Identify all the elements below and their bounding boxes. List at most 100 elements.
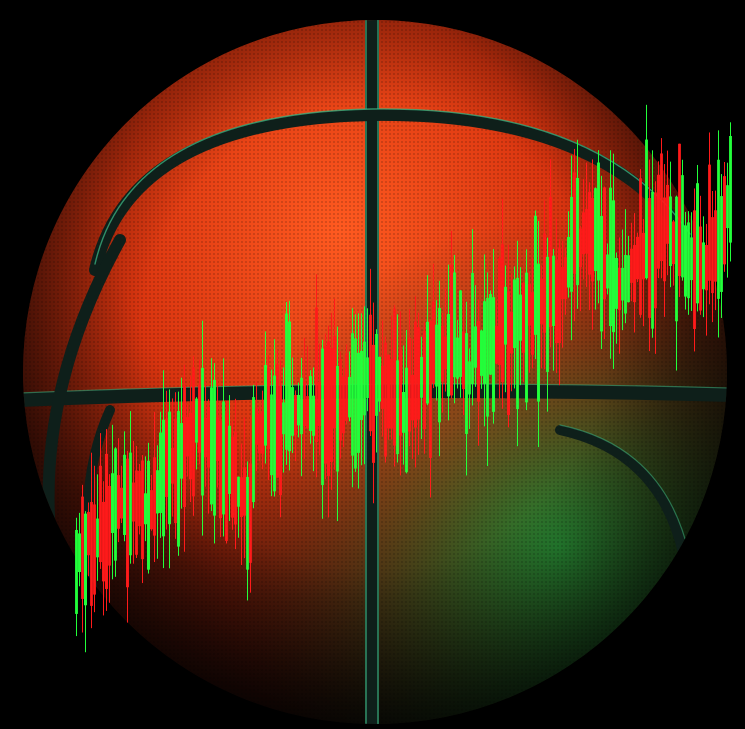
candle-body: [339, 358, 342, 441]
candle-body: [102, 501, 105, 582]
candle-body: [204, 417, 207, 458]
candle-body: [174, 418, 177, 524]
candle-body: [75, 529, 78, 614]
candle-body: [156, 470, 159, 514]
candle-body: [513, 279, 516, 348]
candle-body: [192, 367, 195, 497]
candle-body: [615, 257, 618, 309]
candle-body: [585, 209, 588, 254]
candle-body: [222, 401, 225, 515]
candle-body: [444, 336, 447, 370]
candle-body: [498, 258, 501, 365]
candle-body: [210, 387, 213, 505]
candle-body: [627, 255, 630, 303]
candle-body: [309, 376, 312, 432]
candle-body: [408, 337, 411, 432]
candle-body: [645, 139, 648, 279]
candle-body: [387, 354, 390, 429]
candle-body: [282, 402, 285, 435]
candle-body: [90, 501, 93, 606]
candle-body: [630, 248, 633, 283]
candle-body: [492, 297, 495, 412]
candle-body: [159, 432, 162, 513]
candle-body: [726, 185, 729, 229]
candle-body: [321, 348, 324, 486]
candle-body: [531, 292, 534, 355]
candle-body: [237, 476, 240, 507]
candle-body: [648, 198, 651, 318]
candle-body: [165, 418, 168, 497]
candle-body: [675, 196, 678, 322]
candle-body: [609, 187, 612, 327]
candle-body: [243, 467, 246, 516]
candle-body: [711, 217, 714, 294]
candle-body: [651, 192, 654, 329]
candle-body: [123, 454, 126, 535]
candle-body: [660, 153, 663, 262]
candle-body: [426, 321, 429, 404]
candle-body: [411, 374, 414, 421]
candle-body: [489, 294, 492, 375]
candle-wick: [238, 476, 239, 538]
candle-body: [441, 325, 444, 382]
candle-body: [579, 228, 582, 267]
candle-body: [312, 395, 315, 436]
candle-body: [279, 385, 282, 496]
candle-body: [474, 326, 477, 368]
candle-body: [528, 284, 531, 326]
candle-body: [693, 210, 696, 329]
candle-body: [81, 496, 84, 599]
candle-body: [684, 225, 687, 297]
candle-body: [333, 336, 336, 429]
candle-body: [366, 357, 369, 398]
candle-body: [483, 301, 486, 384]
candle-body: [639, 178, 642, 315]
candle-body: [294, 394, 297, 436]
candle-body: [471, 272, 474, 384]
candle-body: [519, 294, 522, 341]
candle-body: [657, 174, 660, 269]
candle-body: [504, 286, 507, 345]
candlestick-overlay: [75, 104, 732, 653]
candle-body: [372, 344, 375, 463]
candle-body: [171, 447, 174, 484]
candle-body: [447, 314, 450, 397]
candle-body: [642, 232, 645, 280]
candle-body: [468, 361, 471, 395]
candle-body: [501, 244, 504, 382]
candle-body: [393, 308, 396, 446]
candle-body: [219, 421, 222, 519]
candle-body: [354, 338, 357, 469]
candle-body: [351, 333, 354, 456]
candle-body: [150, 490, 153, 530]
candle-body: [87, 511, 90, 556]
candle-body: [558, 248, 561, 344]
candle-body: [96, 518, 99, 558]
candle-body: [162, 419, 165, 537]
candle-body: [303, 381, 306, 427]
candle-body: [699, 226, 702, 311]
candle-body: [462, 331, 465, 390]
candle-body: [621, 267, 624, 301]
candle-body: [183, 385, 186, 508]
candle-body: [342, 376, 345, 434]
candle-body: [273, 375, 276, 492]
candle-body: [264, 365, 267, 446]
candle-body: [234, 431, 237, 525]
candle-body: [666, 184, 669, 244]
candle-body: [687, 222, 690, 299]
candle-body: [423, 330, 426, 430]
candle-body: [420, 356, 423, 398]
candle-body: [480, 330, 483, 376]
candle-body: [720, 196, 723, 292]
candle-body: [438, 307, 441, 423]
candle-body: [594, 188, 597, 271]
candle-body: [198, 384, 201, 453]
candle-body: [465, 333, 468, 434]
candle-body: [135, 470, 138, 555]
candle-body: [369, 314, 372, 432]
candle-body: [246, 476, 249, 570]
candle-body: [663, 197, 666, 282]
candle-wick: [307, 346, 308, 429]
